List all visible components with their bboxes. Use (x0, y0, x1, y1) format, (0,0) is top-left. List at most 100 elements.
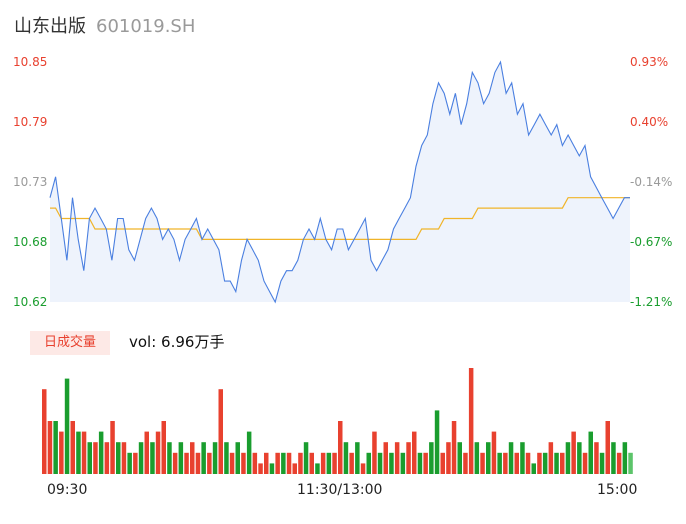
volume-bar (412, 431, 417, 474)
price-tick: 10.73 (13, 175, 48, 189)
volume-bar (138, 442, 144, 474)
volume-bar (366, 452, 371, 474)
volume-bar (184, 452, 189, 474)
volume-bar (76, 431, 81, 474)
volume-bar (599, 452, 605, 474)
pct-tick: 0.93% (630, 55, 669, 69)
volume-bar (605, 421, 610, 474)
volume-bar (212, 442, 218, 474)
volume-bar (343, 442, 349, 474)
price-tick: 10.85 (13, 55, 48, 69)
volume-bar (150, 442, 155, 474)
volume-bar (127, 452, 132, 474)
volume-bar (491, 431, 497, 474)
volume-bar (309, 452, 314, 474)
volume-bar (275, 452, 280, 474)
volume-bar (172, 452, 178, 474)
volume-bar (338, 421, 343, 474)
volume-bar (47, 421, 53, 474)
volume-bar (616, 452, 622, 474)
volume-bar (457, 442, 462, 474)
volume-bar (104, 442, 110, 474)
volume-bar (224, 442, 229, 474)
stock-title: 山东出版 601019.SH (14, 12, 195, 38)
volume-bar (264, 452, 269, 474)
volume-bar (611, 442, 616, 474)
volume-bar (355, 442, 360, 474)
volume-bar (241, 452, 246, 474)
average-price-line (50, 197, 630, 240)
volume-bar (628, 452, 633, 474)
pct-tick: -1.21% (630, 295, 673, 309)
price-area (50, 62, 630, 302)
stock-code: 601019.SH (96, 16, 196, 37)
volume-bar (167, 442, 172, 474)
time-tick: 09:30 (47, 482, 88, 498)
volume-bar (87, 442, 92, 474)
volume-bar (480, 452, 485, 474)
volume-bar (195, 452, 201, 474)
volume-bar (252, 452, 258, 474)
price-tick: 10.62 (13, 295, 48, 309)
volume-bar (560, 452, 565, 474)
price-line (49, 60, 630, 304)
volume-bar (440, 452, 445, 474)
volume-bar (463, 452, 468, 474)
pct-tick: -0.14% (630, 175, 673, 189)
price-tick: 10.79 (13, 115, 48, 129)
volume-bar (525, 452, 531, 474)
volume-bar (360, 463, 366, 474)
volume-bar (588, 431, 593, 474)
volume-bar (315, 463, 320, 474)
volume-bar (531, 463, 536, 474)
volume-bar (303, 442, 309, 474)
volume-bar (429, 442, 434, 474)
volume-bar (207, 452, 212, 474)
volume-bar (406, 442, 411, 474)
time-tick: 11:30/13:00 (297, 482, 383, 498)
volume-bar (508, 442, 514, 474)
volume-bar (571, 431, 576, 474)
volume-bar (59, 431, 64, 474)
volume-bar (497, 452, 502, 474)
volume-bar (98, 431, 104, 474)
volume-bar (389, 452, 394, 474)
volume-bar (372, 431, 377, 474)
volume-bar (594, 442, 599, 474)
volume-bar (320, 452, 326, 474)
volume-bar (451, 421, 457, 474)
volume-bar (548, 442, 554, 474)
volume-badge[interactable]: 日成交量 (30, 331, 110, 355)
volume-bar (394, 442, 400, 474)
volume-bar (93, 442, 98, 474)
price-tick: 10.68 (13, 235, 48, 249)
volume-bar (423, 452, 428, 474)
volume-bar (81, 431, 87, 474)
volume-bar (486, 442, 491, 474)
volume-bar (577, 442, 582, 474)
volume-bar (503, 452, 508, 474)
volume-bar (537, 452, 542, 474)
volume-bar (326, 452, 332, 474)
volume-bar (201, 442, 206, 474)
volume-bar (246, 431, 252, 474)
volume-bar (434, 410, 440, 474)
time-tick: 15:00 (597, 482, 638, 498)
volume-bar (400, 452, 406, 474)
volume-bar (110, 421, 115, 474)
volume-bar (542, 452, 548, 474)
volume-bar (520, 442, 525, 474)
volume-bar (622, 442, 628, 474)
volume-bar (298, 452, 303, 474)
volume-bar (332, 452, 337, 474)
volume-bar (292, 463, 297, 474)
volume-bar (446, 442, 451, 474)
volume-bar (269, 463, 275, 474)
volume-bar (514, 452, 519, 474)
volume-bar (155, 431, 161, 474)
volume-bar (554, 452, 559, 474)
volume-bar (468, 368, 474, 474)
volume-bar (286, 452, 292, 474)
volume-bar (229, 452, 235, 474)
volume-bar (133, 452, 138, 474)
